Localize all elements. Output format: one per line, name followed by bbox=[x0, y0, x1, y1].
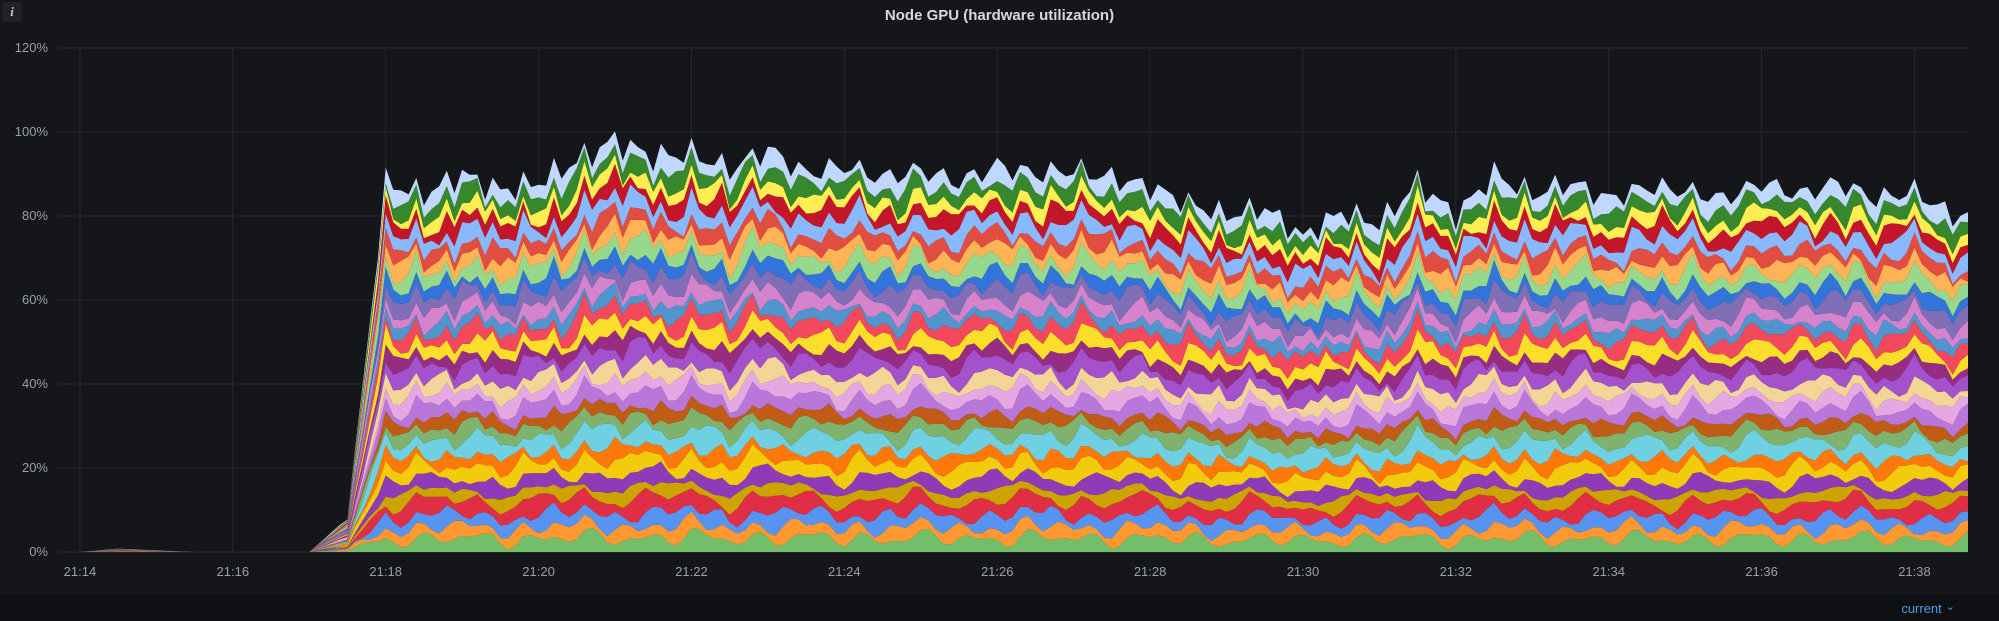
x-tick-label: 21:30 bbox=[1287, 564, 1320, 579]
y-tick-label: 20% bbox=[22, 460, 48, 475]
series-areas bbox=[79, 131, 1968, 553]
y-tick-label: 40% bbox=[22, 376, 48, 391]
legend-sort-label: current bbox=[1901, 600, 1942, 616]
legend-sort-current-button[interactable]: current ⌄ bbox=[1901, 601, 1955, 616]
series-area-8 bbox=[79, 420, 1968, 552]
y-tick-label: 80% bbox=[22, 208, 48, 223]
y-tick-label: 60% bbox=[22, 292, 48, 307]
series-area-2 bbox=[79, 502, 1968, 552]
y-tick-label: 120% bbox=[15, 40, 49, 55]
panel-info-icon[interactable]: i bbox=[2, 2, 22, 22]
x-tick-label: 21:20 bbox=[522, 564, 555, 579]
x-tick-label: 21:16 bbox=[217, 564, 250, 579]
x-tick-label: 21:14 bbox=[64, 564, 97, 579]
info-icon-glyph: i bbox=[10, 4, 14, 19]
chevron-down-icon: ⌄ bbox=[1945, 600, 1955, 613]
panel-title[interactable]: Node GPU (hardware utilization) bbox=[884, 7, 1115, 24]
x-tick-label: 21:22 bbox=[675, 564, 708, 579]
x-tick-label: 21:26 bbox=[981, 564, 1014, 579]
x-tick-label: 21:36 bbox=[1745, 564, 1778, 579]
y-axis-labels: 0% 20% 40% 60% 80% 100% 120% bbox=[15, 40, 49, 559]
x-tick-label: 21:38 bbox=[1898, 564, 1931, 579]
y-tick-label: 100% bbox=[15, 124, 49, 139]
x-tick-label: 21:32 bbox=[1440, 564, 1473, 579]
x-tick-label: 21:18 bbox=[369, 564, 402, 579]
series-area-1 bbox=[79, 511, 1968, 552]
series-area-5 bbox=[79, 461, 1968, 552]
series-area-0 bbox=[79, 527, 1968, 552]
legend-footer: current ⌄ bbox=[0, 595, 1999, 621]
y-tick-label: 0% bbox=[29, 544, 48, 559]
series-area-3 bbox=[79, 486, 1968, 552]
x-tick-label: 21:24 bbox=[828, 564, 861, 579]
series-area-6 bbox=[79, 444, 1968, 552]
x-tick-label: 21:34 bbox=[1592, 564, 1625, 579]
x-tick-label: 21:28 bbox=[1134, 564, 1167, 579]
x-axis-labels: 21:14 21:16 21:18 21:20 21:22 21:24 21:26 21:28… bbox=[64, 564, 1931, 579]
